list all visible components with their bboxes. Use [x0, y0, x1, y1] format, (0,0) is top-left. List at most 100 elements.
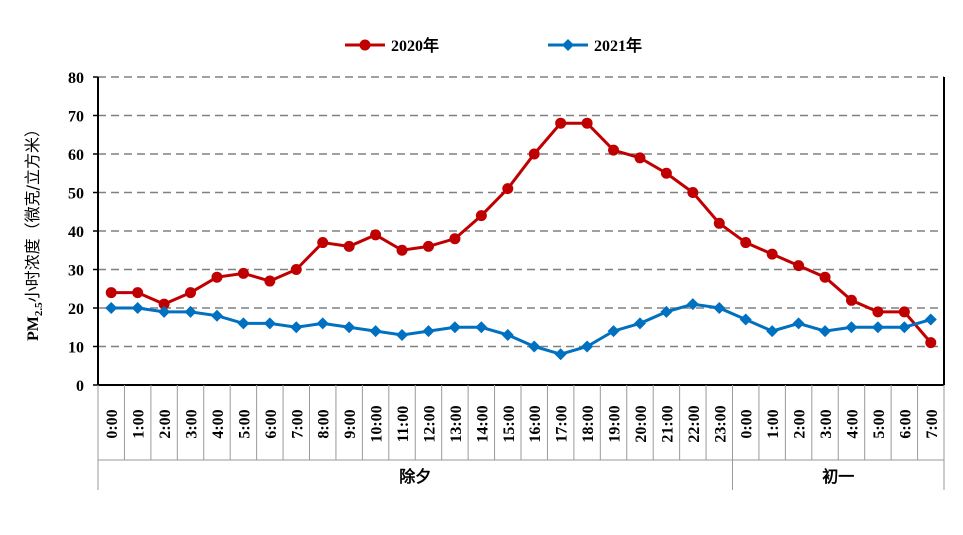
data-point: [793, 260, 805, 272]
y-tick-label: 10: [68, 340, 84, 357]
data-point: [898, 321, 911, 334]
legend-label: 2020年: [391, 36, 439, 55]
x-tick-label: 6:00: [263, 409, 280, 438]
data-point: [370, 229, 382, 241]
data-point: [871, 321, 884, 334]
data-point: [608, 144, 620, 156]
data-point: [633, 317, 646, 330]
data-point: [369, 325, 382, 338]
series-2020年: [105, 117, 937, 349]
x-tick-label: 16:00: [527, 405, 544, 442]
data-point: [105, 287, 117, 299]
data-point: [316, 317, 329, 330]
data-point: [819, 271, 831, 283]
x-tick-label: 18:00: [580, 405, 597, 442]
x-tick-label: 1:00: [765, 409, 782, 438]
data-point: [740, 237, 752, 249]
legend-marker: [562, 39, 574, 51]
data-point: [237, 267, 249, 279]
series-line: [111, 121, 932, 344]
data-point: [475, 210, 487, 222]
data-point: [264, 275, 276, 287]
x-tick-label: 7:00: [289, 409, 306, 438]
data-point: [290, 321, 303, 334]
y-tick-label: 60: [68, 147, 84, 164]
x-tick-label: 4:00: [844, 409, 861, 438]
data-point: [132, 287, 144, 299]
data-point: [448, 321, 461, 334]
data-point: [343, 240, 355, 252]
data-point: [766, 248, 778, 260]
data-point: [422, 325, 435, 338]
x-tick-label: 7:00: [924, 409, 941, 438]
data-point: [185, 287, 197, 299]
y-tick-label: 0: [76, 378, 84, 395]
y-tick-label: 40: [68, 224, 84, 241]
data-point: [290, 264, 302, 275]
data-point: [660, 167, 672, 179]
data-point: [502, 183, 514, 195]
x-tick-label: 22:00: [686, 405, 703, 442]
y-tick-label: 30: [68, 263, 84, 280]
data-point: [554, 348, 567, 361]
data-point: [581, 340, 594, 353]
data-point: [898, 306, 910, 318]
x-tick-label: 14:00: [474, 405, 491, 442]
data-point: [396, 328, 409, 341]
data-point: [528, 340, 541, 353]
y-tick-label: 70: [68, 109, 84, 126]
data-point: [449, 233, 461, 245]
data-point: [607, 325, 620, 338]
series-2021年: [105, 298, 937, 361]
data-point: [158, 305, 171, 318]
data-point: [713, 217, 725, 229]
data-point: [317, 237, 329, 249]
data-point: [528, 148, 540, 160]
data-point: [184, 305, 197, 318]
x-tick-label: 15:00: [501, 405, 518, 442]
data-point: [581, 117, 593, 129]
data-point: [924, 313, 937, 326]
x-tick-label: 4:00: [210, 409, 227, 438]
x-tick-label: 21:00: [659, 405, 676, 442]
x-tick-label: 6:00: [897, 409, 914, 438]
data-point: [925, 337, 937, 349]
data-point: [105, 302, 118, 314]
data-point: [475, 321, 488, 334]
data-point: [845, 294, 857, 306]
x-tick-label: 13:00: [448, 405, 465, 442]
x-tick-label: 1:00: [131, 409, 148, 438]
y-tick-label: 80: [68, 70, 84, 87]
x-tick-label: 19:00: [607, 405, 624, 442]
data-point: [634, 152, 646, 164]
data-point: [739, 313, 752, 326]
data-point: [422, 240, 434, 252]
data-point: [396, 244, 408, 256]
data-point: [343, 321, 356, 334]
x-tick-label: 8:00: [316, 409, 333, 438]
x-tick-label: 0:00: [739, 409, 756, 438]
data-point: [263, 317, 276, 330]
data-point: [501, 328, 514, 341]
x-tick-label: 3:00: [184, 409, 201, 438]
x-tick-label: 17:00: [554, 405, 571, 442]
data-point: [766, 325, 779, 338]
legend-label: 2021年: [594, 36, 642, 55]
data-point: [131, 302, 144, 314]
data-point: [211, 271, 223, 283]
data-point: [792, 317, 805, 330]
x-tick-label: 23:00: [712, 405, 729, 442]
x-tick-label: 5:00: [236, 409, 253, 438]
data-point: [686, 298, 699, 311]
y-tick-label: 50: [68, 186, 84, 203]
data-point: [713, 302, 726, 314]
x-tick-label: 9:00: [342, 409, 359, 438]
data-point: [660, 305, 673, 318]
data-point: [237, 317, 250, 330]
y-tick-label: 20: [68, 301, 84, 318]
data-point: [845, 321, 858, 334]
x-tick-label: 5:00: [871, 409, 888, 438]
x-tick-label: 0:00: [104, 409, 121, 438]
